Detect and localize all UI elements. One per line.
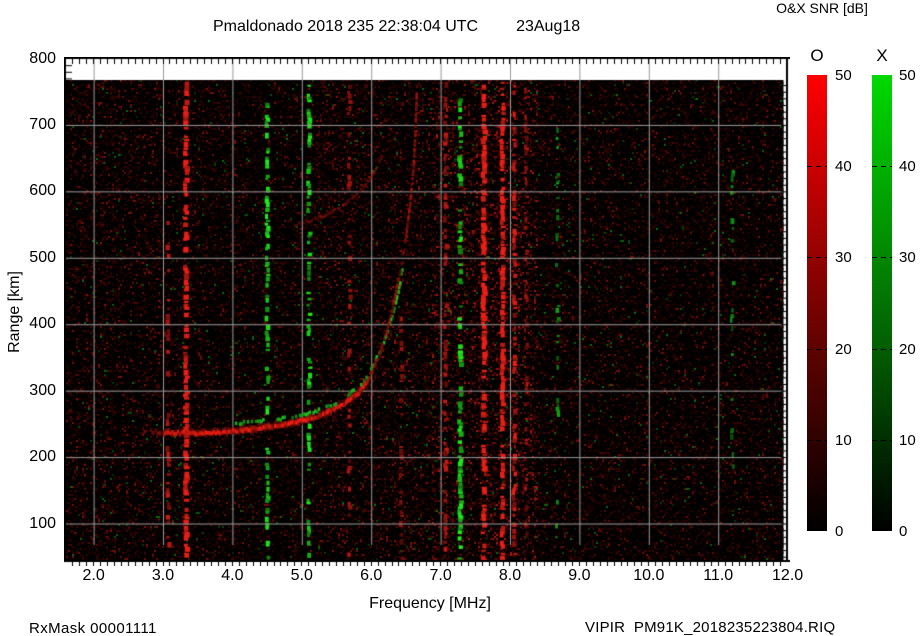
x-colorbar-tick-dash (872, 257, 892, 259)
o-colorbar-tick-label: 10 (835, 431, 852, 449)
x-tick-label: 11.0 (703, 567, 734, 584)
x-colorbar-tick-label: 0 (899, 523, 908, 540)
o-colorbar-tick-label: 40 (835, 158, 852, 176)
x-tick-label: 9.0 (568, 567, 591, 584)
y-tick-label: 400 (29, 315, 56, 333)
y-tick-label: 100 (29, 514, 56, 532)
x-colorbar-tick-dash (872, 439, 892, 441)
x-colorbar-tick-label: 20 (899, 340, 916, 358)
x-tick-label: 3.0 (151, 567, 175, 584)
ionogram-plot-area (64, 57, 790, 566)
o-colorbar-tick-label: 50 (835, 67, 852, 84)
plot-date: 23Aug18 (516, 18, 581, 35)
x-colorbar-tick-dash (872, 348, 892, 350)
x-colorbar-tick-label: 50 (899, 67, 916, 84)
o-colorbar-tick-label: 20 (835, 340, 852, 358)
x-colorbar-label: X (876, 46, 888, 65)
plot-title-row: Pmaldonado 2018 235 22:38:04 UTC 23Aug18 (213, 18, 580, 36)
y-tick-label: 600 (29, 182, 56, 200)
x-colorbar-tick-label: 30 (899, 249, 916, 267)
y-axis-label: Range [km] (6, 271, 23, 353)
x-axis-label: Frequency [MHz] (369, 595, 491, 612)
y-tick-label: 300 (29, 381, 56, 399)
plot-title: Pmaldonado 2018 235 22:38:04 UTC (213, 18, 479, 35)
x-colorbar-gradient (872, 75, 892, 531)
x-colorbar-tick-label: 40 (899, 158, 916, 176)
rxmask-label: RxMask 00001111 (29, 620, 157, 636)
o-colorbar-tick-label: 0 (835, 523, 844, 540)
x-tick-label: 5.0 (290, 567, 313, 584)
o-colorbar-tick-dash (807, 257, 827, 259)
o-colorbar-tick-label: 30 (835, 249, 852, 267)
y-tick-label: 800 (29, 49, 56, 67)
x-tick-label: 12.0 (772, 567, 804, 584)
x-colorbar-tick-dash (872, 166, 892, 168)
o-colorbar-label: O (810, 46, 824, 65)
y-tick-label: 200 (29, 448, 56, 466)
o-colorbar-tick-dash (807, 439, 827, 441)
o-colorbar-gradient (807, 75, 827, 531)
x-tick-label: 4.0 (221, 567, 244, 584)
x-tick-label: 8.0 (498, 567, 522, 584)
o-colorbar-tick-dash (807, 348, 827, 350)
x-tick-label: 7.0 (429, 567, 452, 584)
y-tick-label: 700 (29, 115, 56, 133)
colorbar-title: O&X SNR [dB] (776, 0, 868, 16)
o-colorbar-tick-dash (807, 166, 827, 168)
x-tick-label: 2.0 (82, 567, 105, 584)
data-filename-label: VIPIR PM91K_2018235223804.RIQ (585, 619, 836, 636)
x-tick-label: 6.0 (360, 567, 383, 584)
y-tick-label: 500 (29, 248, 56, 266)
x-tick-label: 10.0 (633, 567, 665, 584)
x-colorbar-tick-label: 10 (899, 431, 916, 449)
